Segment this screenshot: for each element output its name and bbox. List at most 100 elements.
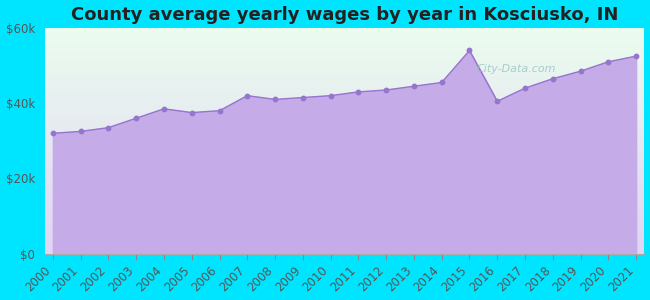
Bar <box>45 152 644 153</box>
Bar <box>45 236 644 237</box>
Bar <box>45 102 644 104</box>
Bar <box>45 215 644 216</box>
Bar <box>45 177 644 178</box>
Bar <box>45 31 644 32</box>
Bar <box>45 178 644 179</box>
Bar <box>45 233 644 235</box>
Bar <box>45 128 644 130</box>
Bar <box>45 115 644 116</box>
Bar <box>45 218 644 219</box>
Bar <box>45 36 644 37</box>
Bar <box>45 94 644 96</box>
Bar <box>45 231 644 232</box>
Bar <box>45 171 644 172</box>
Bar <box>45 214 644 215</box>
Bar <box>45 143 644 144</box>
Bar <box>45 223 644 224</box>
Bar <box>45 72 644 73</box>
Bar <box>45 158 644 159</box>
Bar <box>45 73 644 74</box>
Bar <box>45 245 644 246</box>
Bar <box>45 44 644 45</box>
Bar <box>45 29 644 30</box>
Bar <box>45 220 644 221</box>
Bar <box>45 71 644 72</box>
Bar <box>45 144 644 145</box>
Bar <box>45 194 644 195</box>
Bar <box>45 247 644 248</box>
Bar <box>45 84 644 86</box>
Bar <box>45 176 644 177</box>
Bar <box>45 222 644 223</box>
Bar <box>45 150 644 151</box>
Bar <box>45 172 644 173</box>
Bar <box>45 232 644 233</box>
Bar <box>45 195 644 196</box>
Bar <box>45 190 644 192</box>
Bar <box>45 34 644 35</box>
Bar <box>45 68 644 70</box>
Bar <box>45 105 644 106</box>
Bar <box>45 30 644 31</box>
Bar <box>45 82 644 83</box>
Bar <box>45 35 644 36</box>
Bar <box>45 228 644 229</box>
Bar <box>45 151 644 152</box>
Bar <box>45 168 644 169</box>
Bar <box>45 74 644 75</box>
Bar <box>45 121 644 122</box>
Bar <box>45 204 644 205</box>
Bar <box>45 145 644 146</box>
Bar <box>45 46 644 47</box>
Bar <box>45 208 644 210</box>
Bar <box>45 136 644 137</box>
Bar <box>45 137 644 139</box>
Bar <box>45 114 644 115</box>
Bar <box>45 59 644 61</box>
Bar <box>45 54 644 55</box>
Bar <box>45 122 644 123</box>
Bar <box>45 175 644 176</box>
Bar <box>45 47 644 48</box>
Bar <box>45 184 644 185</box>
Bar <box>45 52 644 53</box>
Bar <box>45 154 644 155</box>
Bar <box>45 110 644 111</box>
Bar <box>45 189 644 190</box>
Bar <box>45 91 644 92</box>
Bar <box>45 253 644 254</box>
Bar <box>45 198 644 200</box>
Bar <box>45 79 644 80</box>
Bar <box>45 117 644 118</box>
Bar <box>45 123 644 124</box>
Bar <box>45 197 644 198</box>
Bar <box>45 96 644 97</box>
Bar <box>45 221 644 222</box>
Bar <box>45 169 644 170</box>
Bar <box>45 43 644 44</box>
Bar <box>45 170 644 171</box>
Bar <box>45 196 644 197</box>
Bar <box>45 140 644 141</box>
Bar <box>45 32 644 34</box>
Bar <box>45 229 644 230</box>
Bar <box>45 125 644 126</box>
Bar <box>45 57 644 59</box>
Bar <box>45 226 644 228</box>
Bar <box>45 133 644 134</box>
Bar <box>45 98 644 99</box>
Bar <box>45 134 644 135</box>
Bar <box>45 132 644 133</box>
Bar <box>45 108 644 109</box>
Bar <box>45 162 644 164</box>
Bar <box>45 146 644 148</box>
Bar <box>45 116 644 117</box>
Bar <box>45 48 644 49</box>
Bar <box>45 251 644 253</box>
Bar <box>45 101 644 102</box>
Bar <box>45 241 644 242</box>
Bar <box>45 207 644 208</box>
Bar <box>45 219 644 220</box>
Bar <box>45 240 644 241</box>
Bar <box>45 135 644 136</box>
